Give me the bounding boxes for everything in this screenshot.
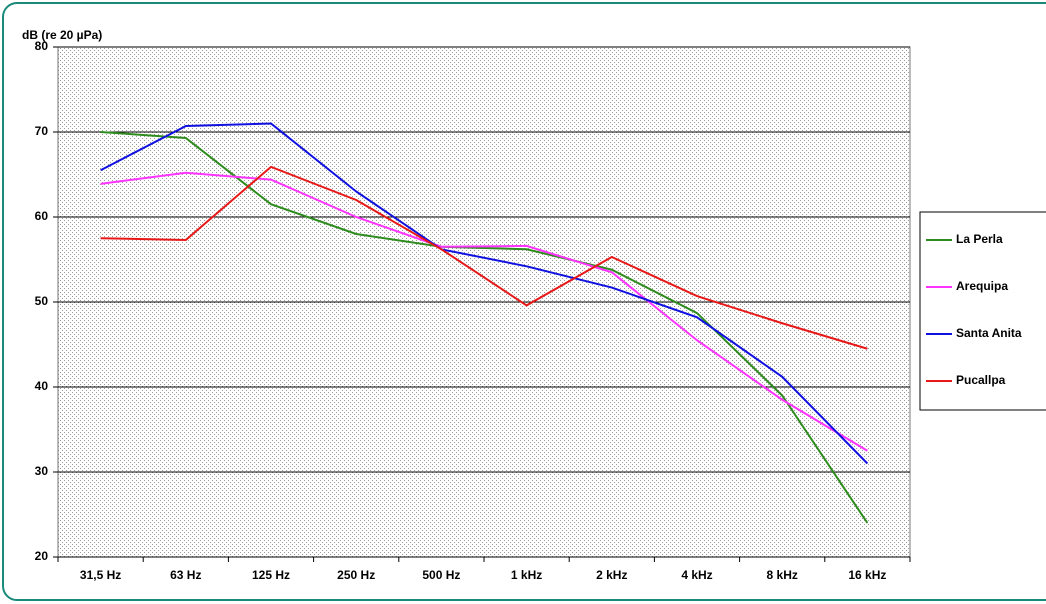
y-tick-label: 70 xyxy=(35,124,49,138)
y-tick-label: 80 xyxy=(35,39,49,53)
series-line xyxy=(100,122,869,465)
legend-label: La Perla xyxy=(956,232,1003,246)
x-tick-label: 125 Hz xyxy=(252,568,290,582)
x-tick-label: 1 kHz xyxy=(511,568,542,582)
legend xyxy=(919,211,1046,411)
x-tick-label: 63 Hz xyxy=(170,568,201,582)
legend-label: Arequipa xyxy=(956,279,1008,293)
x-tick-label: 250 Hz xyxy=(337,568,375,582)
x-tick-label: 4 kHz xyxy=(681,568,712,582)
x-tick-label: 2 kHz xyxy=(596,568,627,582)
y-tick-label: 50 xyxy=(35,294,49,308)
series-line xyxy=(100,131,869,524)
legend-label: Santa Anita xyxy=(956,326,1022,340)
series-line xyxy=(100,165,868,350)
legend-label: Pucallpa xyxy=(956,373,1006,387)
series-line xyxy=(100,171,868,452)
y-tick-label: 20 xyxy=(35,549,49,563)
x-tick-label: 16 kHz xyxy=(848,568,886,582)
y-tick-label: 60 xyxy=(35,209,49,223)
y-tick-label: 40 xyxy=(35,379,49,393)
x-tick-label: 31,5 Hz xyxy=(80,568,121,582)
y-tick-label: 30 xyxy=(35,464,49,478)
x-tick-label: 500 Hz xyxy=(422,568,460,582)
x-tick-label: 8 kHz xyxy=(767,568,798,582)
y-axis-label: dB (re 20 µPa) xyxy=(22,28,102,42)
